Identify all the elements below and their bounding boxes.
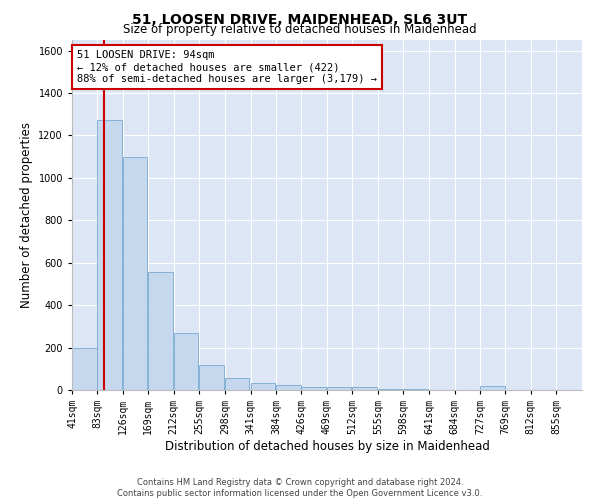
Text: 51, LOOSEN DRIVE, MAIDENHEAD, SL6 3UT: 51, LOOSEN DRIVE, MAIDENHEAD, SL6 3UT xyxy=(133,12,467,26)
Bar xyxy=(352,387,377,390)
Text: 51 LOOSEN DRIVE: 94sqm
← 12% of detached houses are smaller (422)
88% of semi-de: 51 LOOSEN DRIVE: 94sqm ← 12% of detached… xyxy=(77,50,377,84)
Y-axis label: Number of detached properties: Number of detached properties xyxy=(20,122,33,308)
Bar xyxy=(72,348,97,390)
Bar xyxy=(403,389,428,390)
Bar xyxy=(225,378,250,390)
Bar xyxy=(251,382,275,390)
Text: Size of property relative to detached houses in Maidenhead: Size of property relative to detached ho… xyxy=(123,22,477,36)
Bar xyxy=(199,364,224,390)
Bar xyxy=(327,387,351,390)
X-axis label: Distribution of detached houses by size in Maidenhead: Distribution of detached houses by size … xyxy=(164,440,490,453)
Bar xyxy=(276,386,301,390)
Text: Contains HM Land Registry data © Crown copyright and database right 2024.
Contai: Contains HM Land Registry data © Crown c… xyxy=(118,478,482,498)
Bar xyxy=(122,156,147,390)
Bar xyxy=(480,386,505,390)
Bar xyxy=(148,272,173,390)
Bar xyxy=(174,333,198,390)
Bar xyxy=(378,389,403,390)
Bar xyxy=(301,387,326,390)
Bar xyxy=(97,120,122,390)
